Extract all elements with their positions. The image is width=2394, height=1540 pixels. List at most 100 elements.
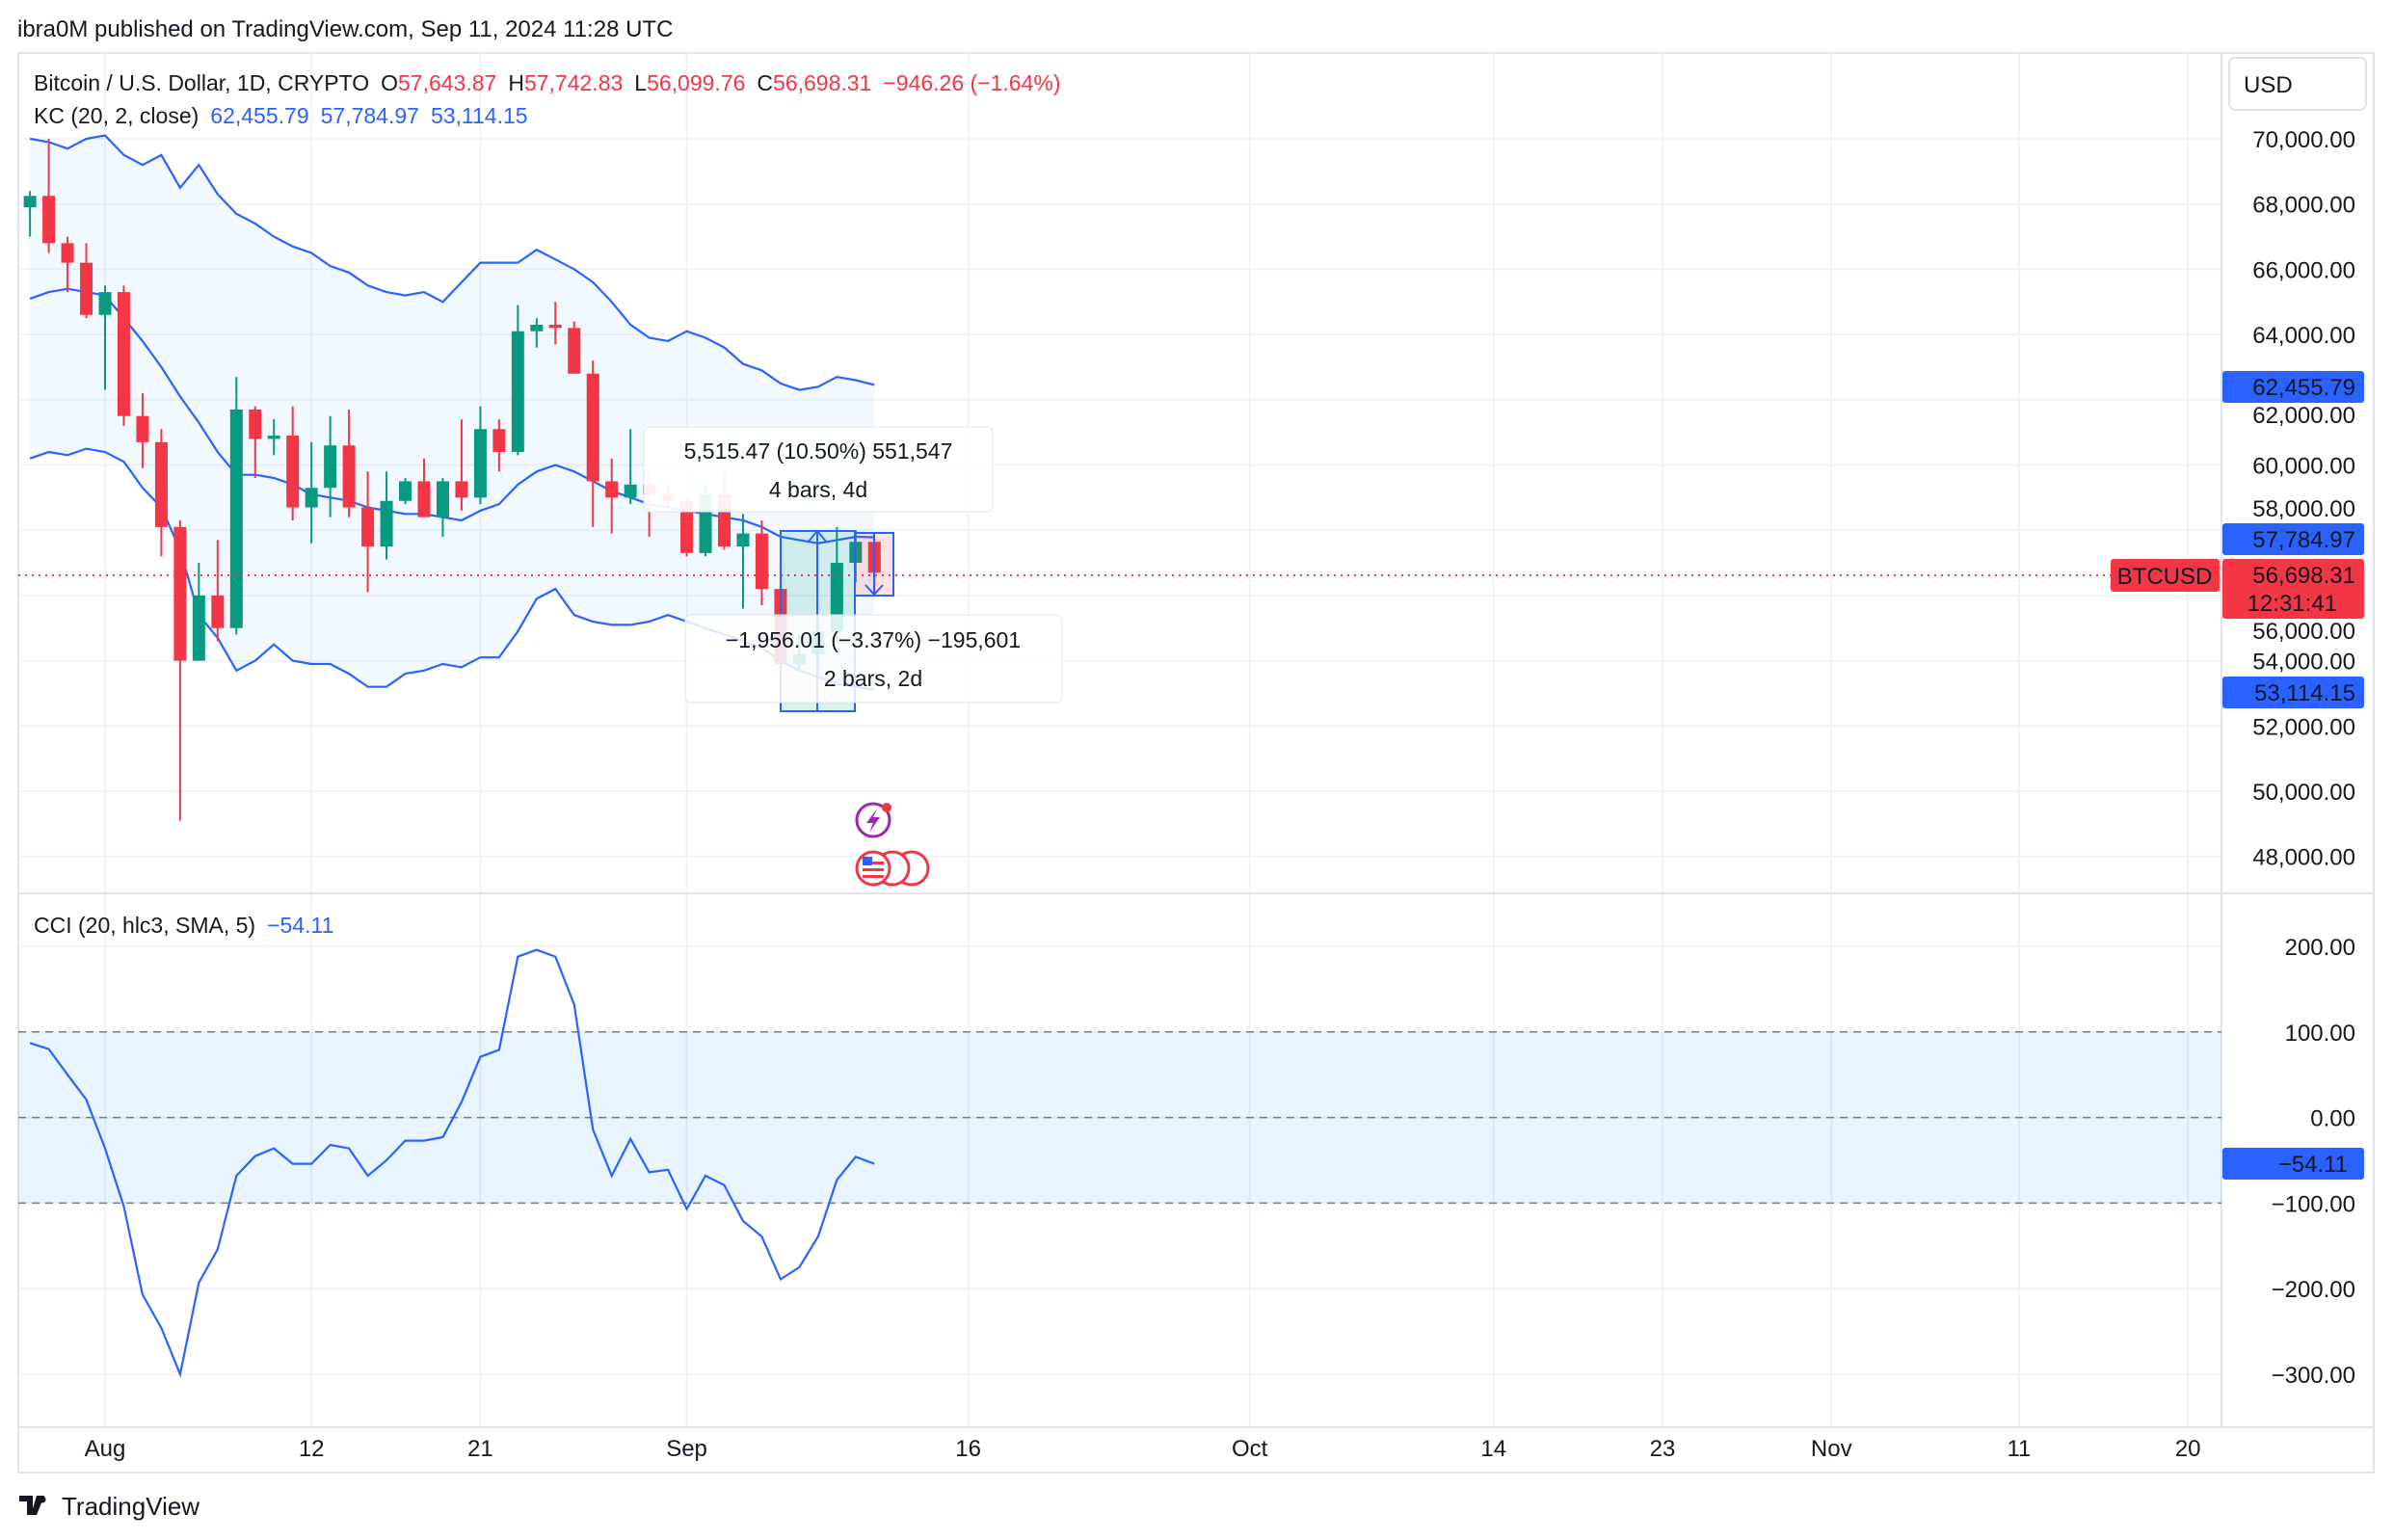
candle [267,419,280,456]
candle-body [361,507,375,547]
candle-body [23,196,37,208]
candle-body [548,324,562,329]
candle [530,318,544,348]
kc-mid-price-text: 57,784.97 [2252,527,2355,553]
candle [342,409,356,518]
candle-body [305,488,318,508]
price-axis[interactable]: 70,000.00 68,000.00 66,000.00 64,000.00 62,0… [2252,127,2355,1389]
candle-body [229,409,243,628]
kc-upper-price-label: 62,455.79 [2222,371,2364,403]
keltner-channel [29,134,875,691]
price-tick-label: 68,000.00 [2252,193,2355,219]
time-tick-label: Aug [85,1436,126,1462]
candle [286,406,300,521]
kc-mid-value: 57,784.97 [321,103,419,128]
time-tick-label: 16 [955,1436,981,1462]
cci-tick-label: −300.00 [2272,1363,2355,1389]
candle [380,471,393,560]
cci-line [29,948,875,1378]
candle [736,514,750,609]
kc-basis-line [29,287,875,544]
candle-body [568,328,581,374]
cci-tick-label: 200.00 [2285,935,2355,961]
chart-frame [17,52,2375,1474]
currency-button[interactable]: USD [2228,57,2367,111]
last-price-label: 56,698.31 12:31:41 [2222,559,2364,619]
candle-body [830,563,843,632]
candle [192,563,205,661]
tradingview-logo[interactable]: TradingView [19,1492,200,1521]
candle-body [211,595,225,628]
close-value: 56,698.31 [773,70,871,95]
lightning-event-icon[interactable] [855,802,891,838]
candle [249,406,262,479]
last-price-text: 56,698.31 [2252,563,2355,589]
candle [117,285,130,426]
symbol-price-label: BTCUSD [2111,559,2220,592]
measure-down-tooltip: −1,956.01 (−3.37%) −195,601 2 bars, 2d [684,614,1063,704]
time-tick-label: 12 [299,1436,325,1462]
candle-body [80,262,93,315]
open-label: O [381,70,398,95]
close-label: C [757,70,773,95]
candle-body [436,481,449,518]
us-flag-event-icon[interactable] [855,850,930,887]
candle-body [586,373,599,482]
cci-pane [18,948,2221,1378]
candle-body [417,481,431,518]
price-tick-label: 60,000.00 [2252,454,2355,480]
kc-label: KC (20, 2, close) [34,103,199,128]
cci-price-text: −54.11 [2278,1152,2348,1178]
candle-body [380,500,393,547]
price-tick-label: 54,000.00 [2252,650,2355,676]
cci-tick-label: −200.00 [2272,1277,2355,1303]
candle-body [511,331,524,452]
price-tick-label: 62,000.00 [2252,403,2355,429]
cci-value: −54.11 [267,913,333,938]
candle [173,520,187,821]
candle-body [680,500,694,553]
candle [229,377,243,635]
high-value: 57,742.83 [524,70,623,95]
candle-body [605,481,619,498]
measure-down[interactable] [854,532,894,597]
time-axis[interactable]: Aug 12 21 Sep 16 Oct 14 23 Nov 11 20 [85,1436,2201,1462]
grid [18,53,2222,1427]
kc-band-fill [30,135,875,690]
cci-tick-label: −100.00 [2272,1191,2355,1217]
symbol-label-text: BTCUSD [2117,564,2213,590]
ohlc-legend: Bitcoin / U.S. Dollar, 1D, CRYPTO O57,643… [34,70,1061,95]
kc-lower-price-text: 53,114.15 [2254,680,2355,706]
candle [324,415,337,518]
candle-body [736,533,750,547]
candle [154,429,168,557]
price-tick-label: 58,000.00 [2252,496,2355,522]
time-tick-label: Nov [1811,1436,1852,1462]
candle-body [530,324,544,332]
measure-down-value: −1,956.01 (−3.37%) −195,601 [726,627,1021,652]
kc-upper-price-text: 62,455.79 [2252,375,2355,401]
candle [305,441,318,544]
kc-lower-price-label: 53,114.15 [2222,677,2364,708]
time-tick-label: Sep [666,1436,707,1462]
candle [492,419,506,472]
time-tick-label: 21 [467,1436,493,1462]
cci-legend[interactable]: CCI (20, hlc3, SMA, 5) −54.11 [34,913,333,938]
tooltip-bg [684,614,1063,704]
measure-down-bars: 2 bars, 2d [824,666,922,691]
time-tick-label: 20 [2175,1436,2201,1462]
price-tick-label: 56,000.00 [2252,619,2355,645]
open-value: 57,643.87 [398,70,496,95]
candle [80,243,93,319]
time-tick-label: 14 [1480,1436,1506,1462]
candle-body [192,595,205,661]
candle [755,520,768,606]
candle-body [342,445,356,508]
cci-label: CCI (20, hlc3, SMA, 5) [34,913,255,938]
kc-legend[interactable]: KC (20, 2, close) 62,455.79 57,784.97 53,11… [34,103,528,128]
candle-body [61,243,74,263]
symbol-title: Bitcoin / U.S. Dollar, 1D, CRYPTO [34,70,369,95]
high-label: H [508,70,524,95]
candle-body [154,441,168,527]
